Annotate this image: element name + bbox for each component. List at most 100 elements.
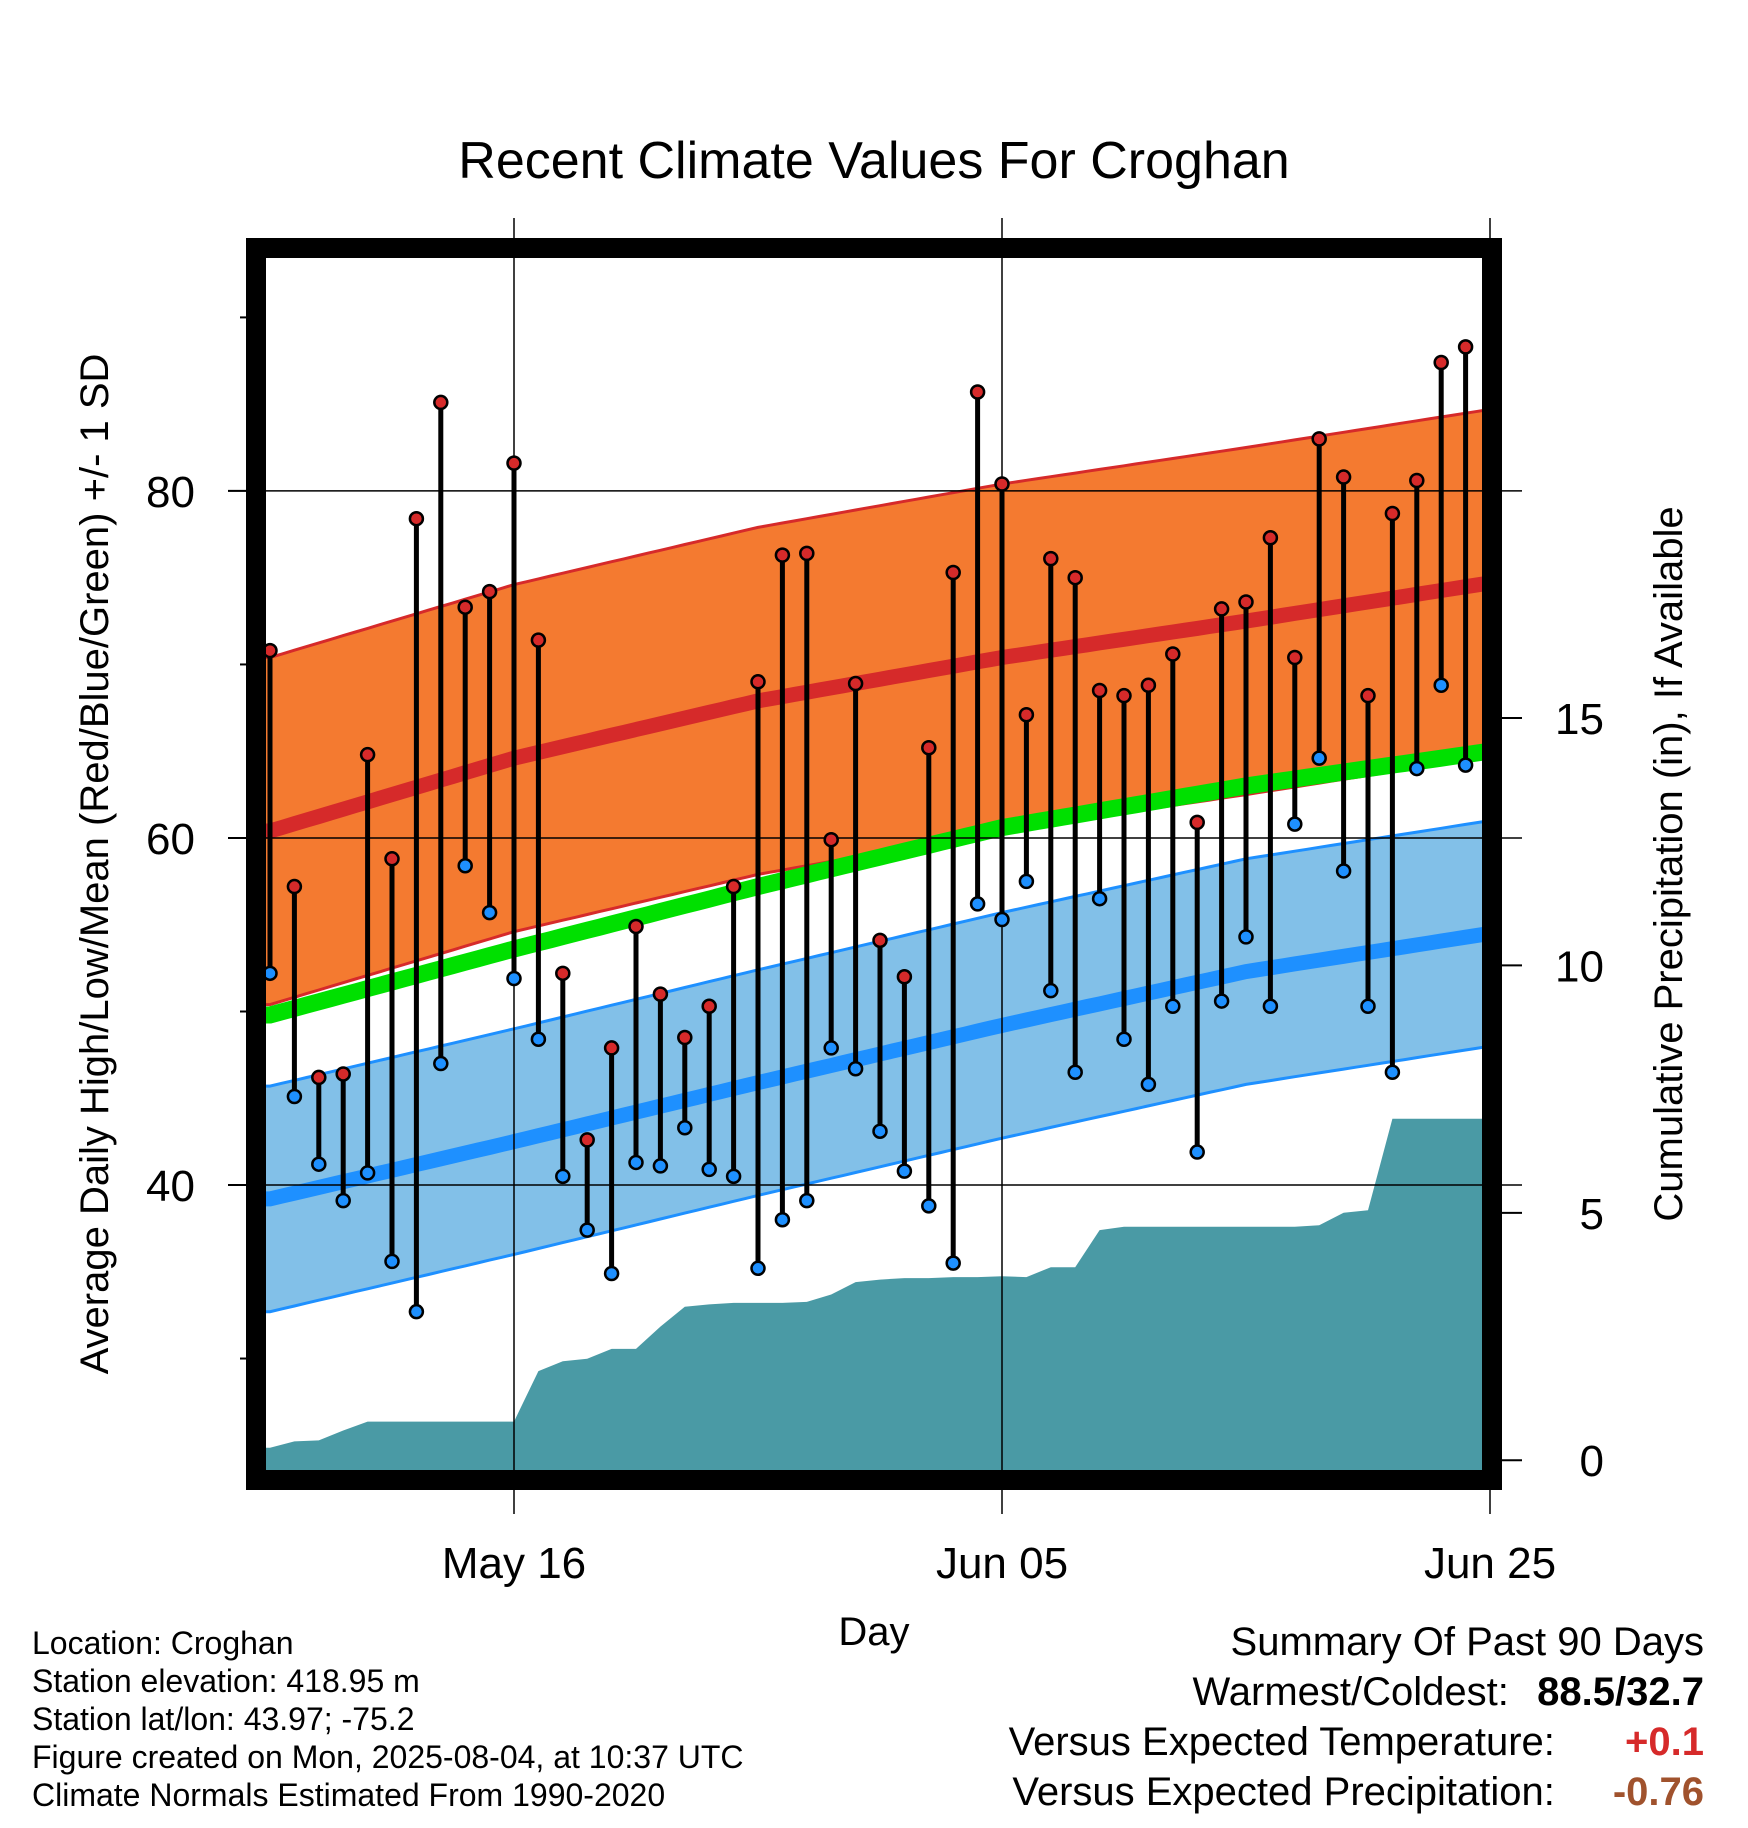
daily-low-point — [1213, 993, 1230, 1009]
daily-high-point — [384, 851, 400, 867]
daily-low-point — [725, 1168, 742, 1185]
daily-high-point — [335, 1066, 351, 1082]
precipitation-area — [256, 928, 1492, 1480]
plot-area — [256, 407, 1492, 1480]
temp-row: Versus Expected Temperature: +0.1 — [844, 1720, 1704, 1770]
daily-low-point — [921, 1198, 937, 1214]
x-tick-label: Jun 25 — [1424, 1539, 1556, 1588]
daily-low-point — [1409, 760, 1425, 777]
x-tick-label: May 16 — [442, 1539, 586, 1588]
daily-high-point — [481, 583, 498, 600]
temp-label: Versus Expected Temperature: — [1008, 1720, 1555, 1764]
daily-high-point — [311, 1069, 327, 1086]
daily-high-point — [1311, 431, 1327, 447]
daily-low-point — [1630, 776, 1643, 789]
daily-low-point — [994, 911, 1010, 928]
high-sd-band — [256, 407, 1492, 1007]
daily-low-point — [750, 1260, 766, 1277]
low-sd-band — [256, 818, 1492, 1314]
daily-low-point — [1384, 1064, 1401, 1080]
daily-high-point — [945, 564, 961, 581]
daily-low-point — [1116, 1031, 1132, 1048]
daily-low-point — [1165, 998, 1181, 1015]
daily-high-point — [1557, 517, 1570, 530]
daily-high-point — [1360, 687, 1376, 704]
y2-tick-label: 5 — [1580, 1190, 1604, 1239]
daily-low-point — [1043, 982, 1059, 999]
precip-row: Versus Expected Precipitation: -0.76 — [844, 1770, 1704, 1820]
daily-low-point — [408, 1303, 425, 1320]
daily-low-point — [579, 1222, 595, 1238]
daily-high-point — [1728, 481, 1741, 494]
daily-high-point — [359, 746, 376, 763]
daily-high-point — [774, 547, 791, 563]
daily-low-point — [359, 1165, 376, 1181]
daily-low-point — [433, 1055, 449, 1072]
daily-low-point — [945, 1255, 961, 1271]
y2-axis-title: Cumulative Precipitation (in), If Availa… — [1647, 506, 1691, 1221]
daily-high-point — [1091, 682, 1108, 699]
daily-low-point — [530, 1031, 547, 1048]
daily-high-point — [1703, 632, 1716, 645]
daily-low-point — [1262, 998, 1279, 1015]
daily-high-point — [1018, 707, 1035, 723]
daily-low-point — [652, 1158, 669, 1174]
daily-high-point — [286, 878, 303, 895]
y-tick-label: 60 — [146, 815, 195, 864]
daily-high-point — [1213, 601, 1230, 617]
daily-high-point — [1238, 594, 1254, 610]
daily-high-point — [1433, 354, 1449, 371]
daily-low-point — [1532, 916, 1545, 929]
daily-low-point — [1067, 1064, 1083, 1080]
daily-high-point — [896, 969, 913, 985]
created-line: Figure created on Mon, 2025-08-04, at 10… — [32, 1739, 744, 1775]
daily-low-point — [286, 1088, 303, 1105]
daily-low-point — [603, 1265, 620, 1282]
daily-high-point — [823, 831, 839, 848]
warm-cold-label: Warmest/Coldest: — [1192, 1670, 1509, 1714]
daily-low-point — [969, 896, 986, 912]
daily-high-point — [921, 739, 937, 756]
daily-high-point — [1409, 472, 1425, 489]
daily-low-point — [1457, 757, 1474, 773]
daily-low-point — [1728, 1074, 1741, 1087]
daily-low-point — [1018, 873, 1035, 890]
daily-high-point — [1067, 569, 1083, 586]
location-line: Location: Croghan — [32, 1625, 294, 1661]
x-axis-title: Day — [838, 1610, 909, 1654]
daily-high-point — [750, 674, 766, 690]
elevation-line: Station elevation: 418.95 m — [32, 1663, 420, 1699]
warm-cold-value: 88.5/32.7 — [1537, 1670, 1704, 1714]
y-tick-label: 40 — [146, 1162, 195, 1211]
daily-high-point — [457, 599, 473, 615]
x-tick-label: Jun 05 — [936, 1539, 1068, 1588]
daily-low-point — [311, 1156, 327, 1172]
daily-high-point — [530, 632, 547, 648]
daily-low-point — [1311, 750, 1327, 766]
station-info: Location: Croghan Station elevation: 418… — [32, 1624, 744, 1814]
daily-low-point — [872, 1123, 888, 1139]
plot-frame — [246, 238, 1502, 1490]
daily-high-point — [701, 998, 717, 1015]
daily-low-point — [1091, 890, 1108, 907]
y-tick-label: 80 — [146, 468, 195, 517]
daily-low-point — [774, 1211, 791, 1228]
daily-high-point — [799, 545, 815, 562]
daily-low-point — [555, 1168, 571, 1185]
daily-low-point — [896, 1163, 913, 1179]
daily-high-point — [603, 1040, 620, 1056]
daily-low-point — [1360, 998, 1376, 1015]
chart-title: Recent Climate Values For Croghan — [458, 132, 1289, 190]
y2-tick-label: 10 — [1555, 942, 1604, 991]
daily-low-point — [1140, 1076, 1157, 1093]
daily-high-point — [1043, 550, 1059, 567]
daily-high-point — [847, 675, 864, 692]
daily-high-point — [1384, 505, 1401, 522]
daily-high-point — [872, 932, 888, 949]
daily-high-point — [994, 476, 1010, 492]
y2-tick-label: 0 — [1580, 1437, 1604, 1486]
summary-heading: Summary Of Past 90 Days — [1230, 1620, 1704, 1664]
summary-panel: Summary Of Past 90 Days Warmest/Coldest:… — [844, 1620, 1704, 1820]
daily-high-point — [506, 455, 522, 471]
